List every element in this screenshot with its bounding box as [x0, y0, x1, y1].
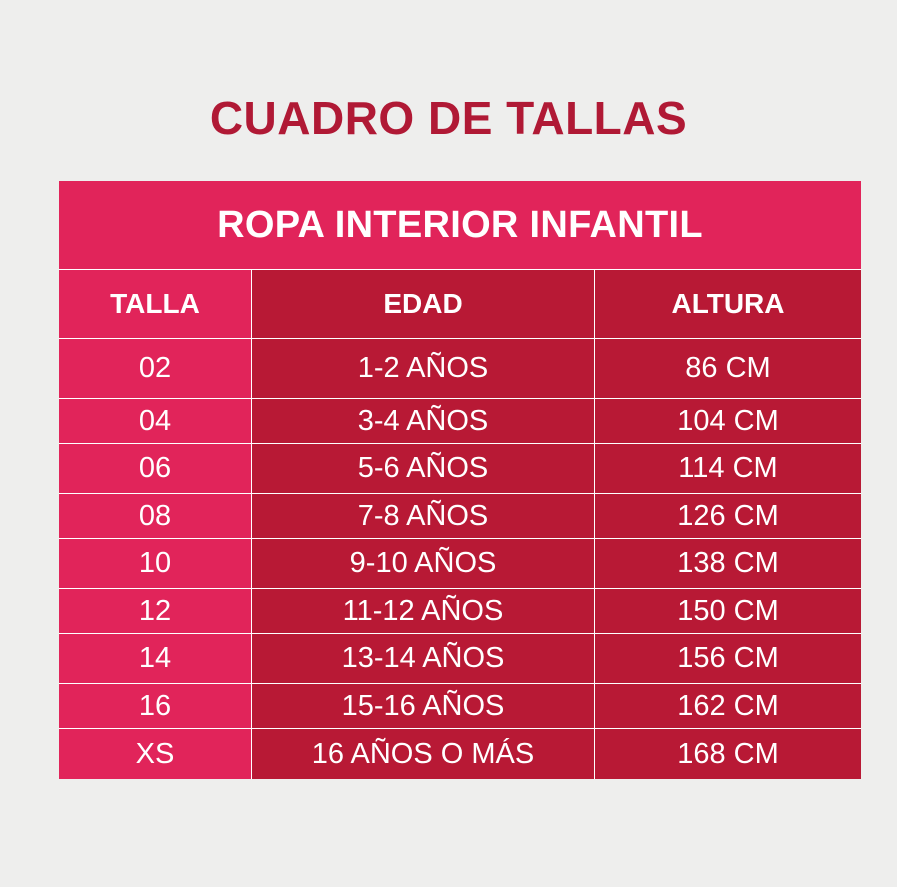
cell-edad: 9-10 AÑOS: [251, 539, 594, 588]
cell-talla: 02: [59, 339, 251, 398]
cell-altura: 162 CM: [594, 684, 861, 728]
cell-altura: 168 CM: [594, 729, 861, 779]
header-edad: EDAD: [251, 270, 594, 338]
cell-altura: 86 CM: [594, 339, 861, 398]
table-row: XS 16 AÑOS O MÁS 168 CM: [59, 728, 861, 779]
page-title: CUADRO DE TALLAS: [209, 92, 688, 144]
cell-talla: 06: [59, 444, 251, 493]
table-banner: ROPA INTERIOR INFANTIL: [59, 181, 861, 269]
cell-edad: 7-8 AÑOS: [251, 494, 594, 538]
header-altura: ALTURA: [594, 270, 861, 338]
table-row: 12 11-12 AÑOS 150 CM: [59, 588, 861, 633]
table-row: 08 7-8 AÑOS 126 CM: [59, 493, 861, 538]
cell-talla: 16: [59, 684, 251, 728]
table-row: 14 13-14 AÑOS 156 CM: [59, 633, 861, 683]
cell-edad: 1-2 AÑOS: [251, 339, 594, 398]
cell-edad: 15-16 AÑOS: [251, 684, 594, 728]
cell-edad: 13-14 AÑOS: [251, 634, 594, 683]
table-row: 04 3-4 AÑOS 104 CM: [59, 398, 861, 443]
table-row: 06 5-6 AÑOS 114 CM: [59, 443, 861, 493]
cell-talla: XS: [59, 729, 251, 779]
header-talla: TALLA: [59, 270, 251, 338]
cell-talla: 04: [59, 399, 251, 443]
cell-altura: 114 CM: [594, 444, 861, 493]
cell-edad: 3-4 AÑOS: [251, 399, 594, 443]
cell-altura: 104 CM: [594, 399, 861, 443]
table-row: 10 9-10 AÑOS 138 CM: [59, 538, 861, 588]
cell-edad: 16 AÑOS O MÁS: [251, 729, 594, 779]
table-body: 02 1-2 AÑOS 86 CM 04 3-4 AÑOS 104 CM 06 5-6 AÑO…: [59, 338, 861, 779]
cell-altura: 126 CM: [594, 494, 861, 538]
cell-altura: 150 CM: [594, 589, 861, 633]
cell-altura: 138 CM: [594, 539, 861, 588]
table-header-row: TALLA EDAD ALTURA: [59, 269, 861, 338]
cell-talla: 12: [59, 589, 251, 633]
cell-edad: 11-12 AÑOS: [251, 589, 594, 633]
table-row: 02 1-2 AÑOS 86 CM: [59, 338, 861, 398]
cell-talla: 08: [59, 494, 251, 538]
cell-talla: 10: [59, 539, 251, 588]
cell-altura: 156 CM: [594, 634, 861, 683]
size-chart-table: ROPA INTERIOR INFANTIL TALLA EDAD ALTURA…: [59, 181, 861, 779]
cell-talla: 14: [59, 634, 251, 683]
cell-edad: 5-6 AÑOS: [251, 444, 594, 493]
table-row: 16 15-16 AÑOS 162 CM: [59, 683, 861, 728]
